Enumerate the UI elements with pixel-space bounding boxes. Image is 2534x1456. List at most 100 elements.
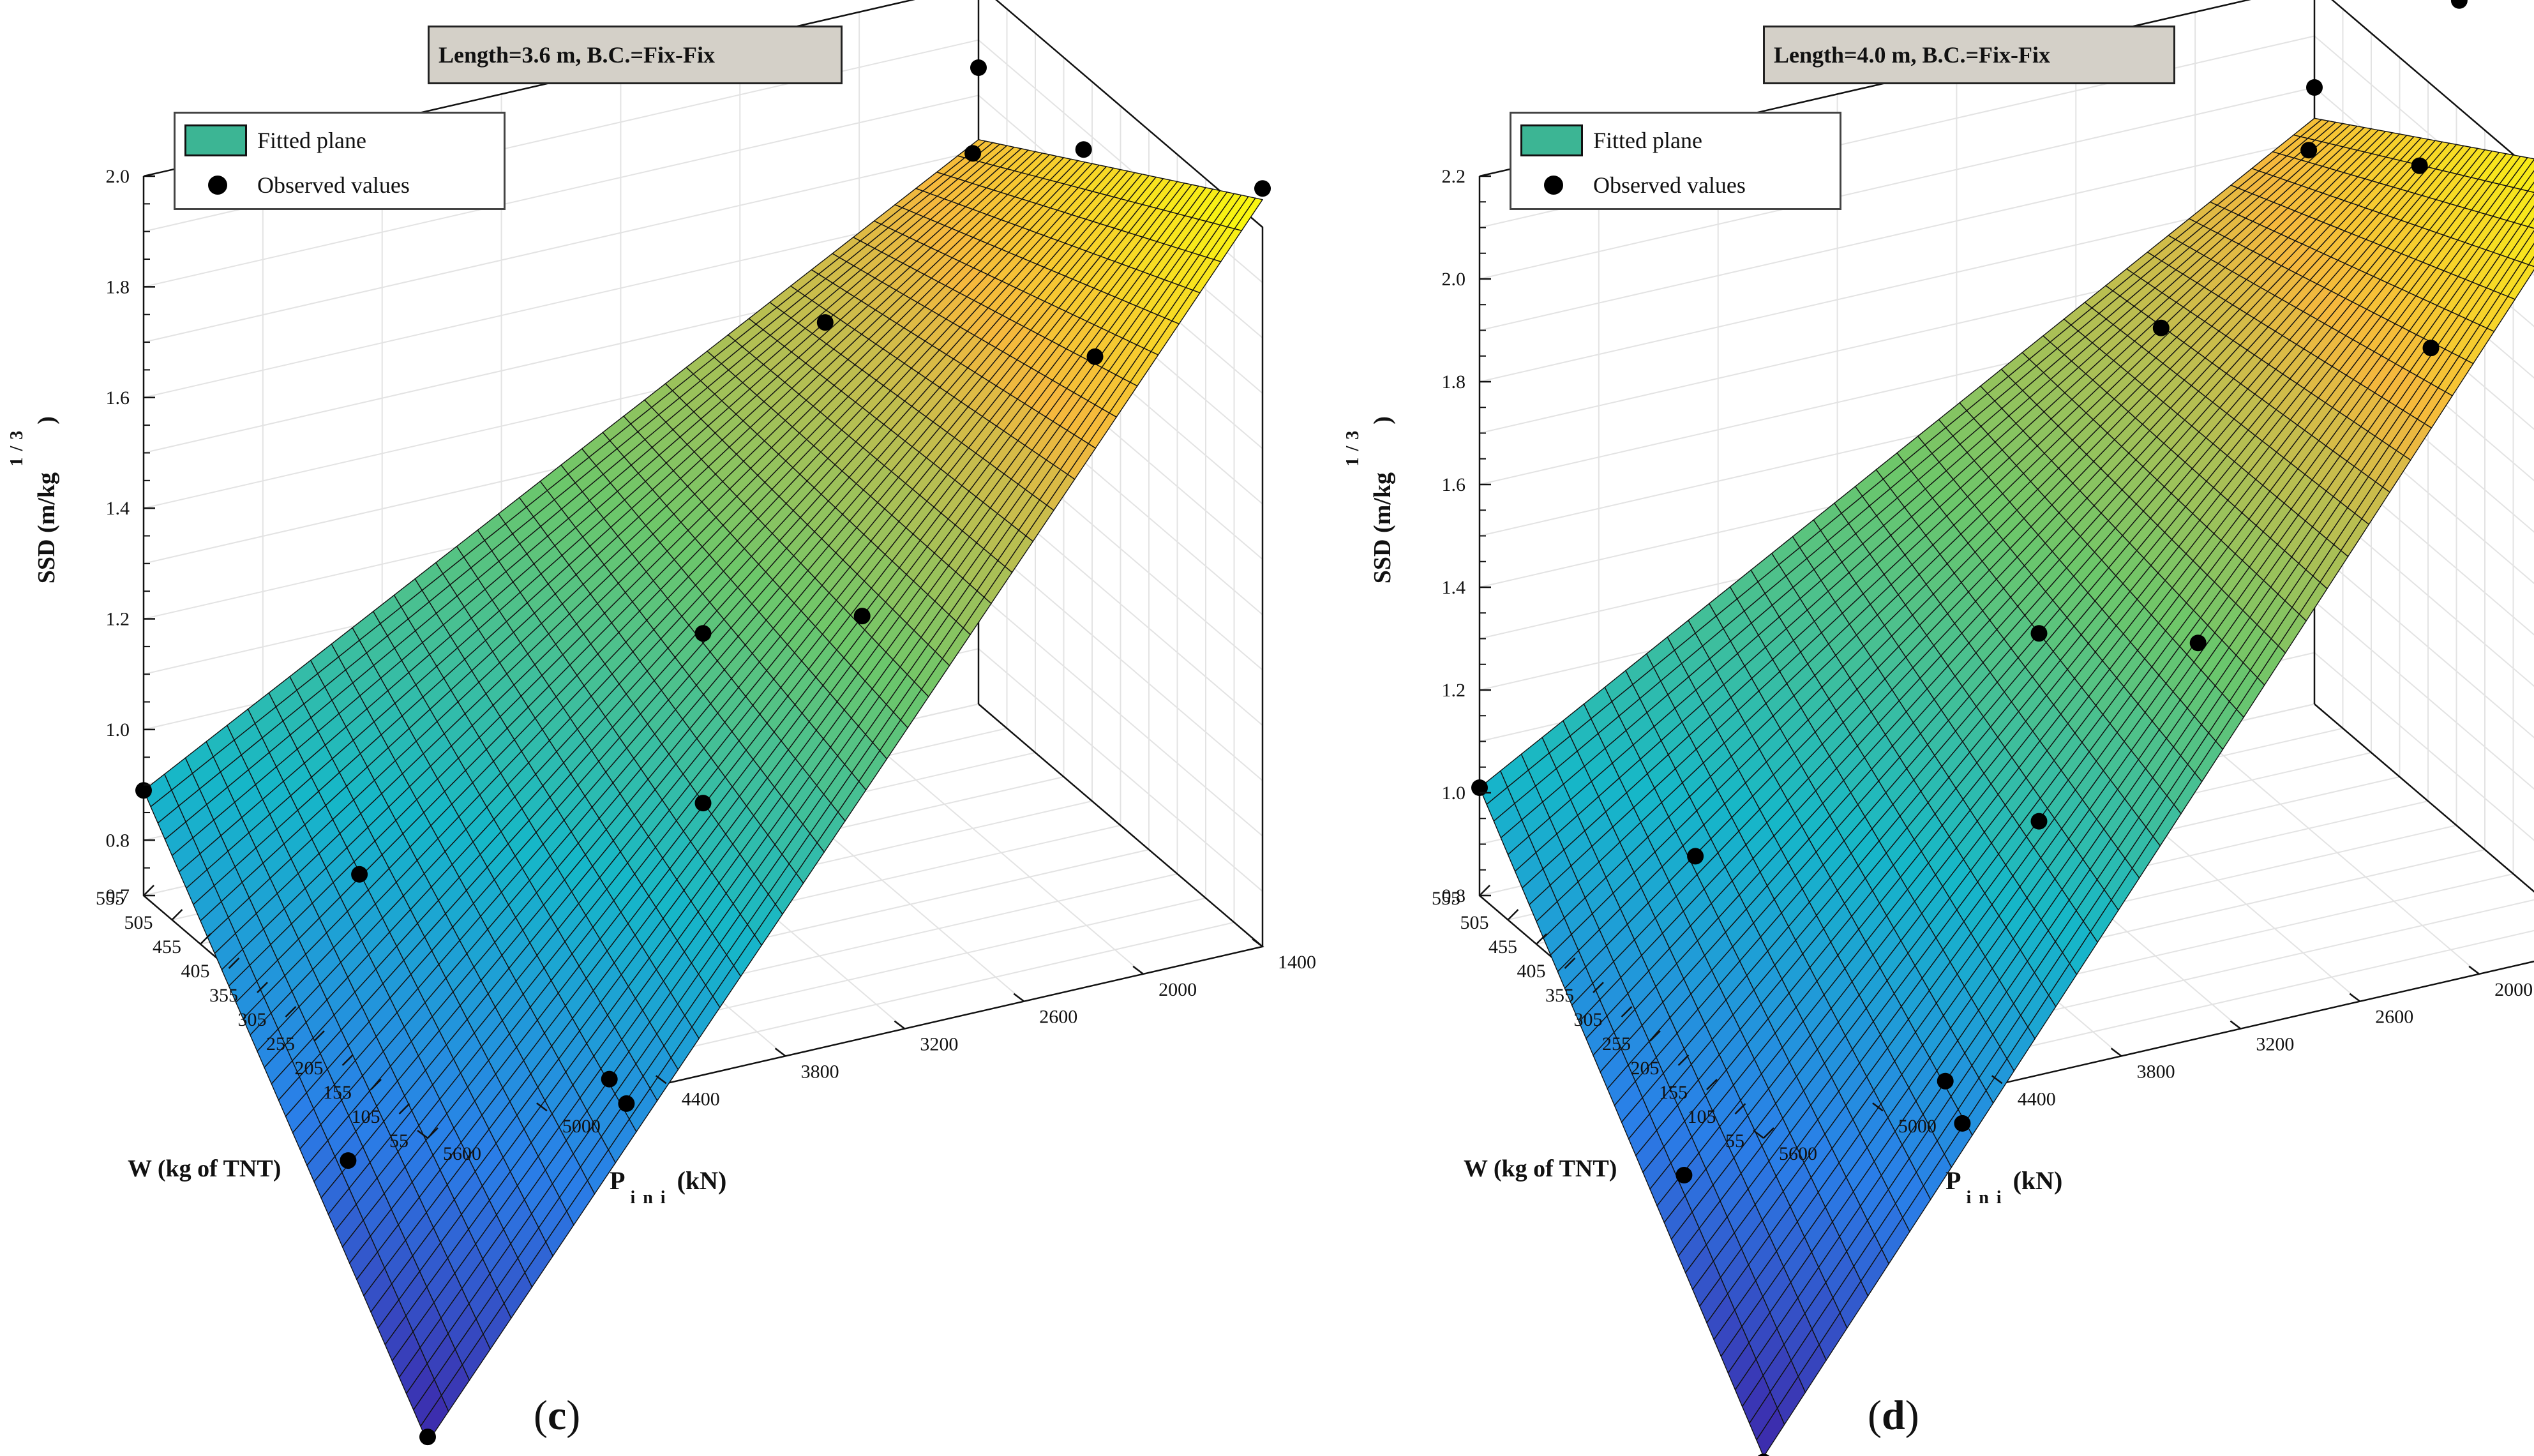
legend-fitted-plane: Fitted plane (176, 121, 504, 160)
z-tick-label: 2.0 (106, 166, 130, 187)
z-axis: 0.7 0.8 1.0 1.2 1.4 1.6 1.8 2.0 (106, 166, 155, 906)
p-axis-label-unit: (kN) (2013, 1166, 2063, 1195)
fitted-plane-swatch (184, 124, 247, 156)
w-tick-label: 505 (124, 912, 153, 933)
w-tick-label: 105 (1688, 1106, 1716, 1127)
w-tick-label: 155 (323, 1082, 352, 1103)
w-tick-label: 455 (1488, 936, 1517, 957)
observed-point (2422, 340, 2440, 357)
observed-point (1954, 1115, 1971, 1132)
p-tick-label: 2000 (1158, 979, 1197, 1000)
w-tick-label: 505 (1460, 912, 1489, 933)
observed-point (2152, 319, 2170, 336)
observed-point (1757, 1453, 1770, 1456)
observed-point (135, 782, 152, 799)
p-tick-label: 5600 (1779, 1143, 1817, 1164)
w-tick-label: 405 (181, 961, 210, 982)
w-tick-label: 305 (238, 1009, 267, 1030)
w-tick (427, 1127, 439, 1139)
legend-label-observed: Observed values (257, 172, 410, 198)
p-tick-label: 2600 (1039, 1007, 1077, 1028)
panel-d-legend: Fitted plane Observed values (1510, 112, 1841, 210)
w-tick (1536, 933, 1547, 945)
observed-points (1471, 0, 2468, 1456)
p-tick (1013, 993, 1025, 1002)
z-tick-label: 0.8 (1442, 885, 1466, 906)
p-tick (2230, 1020, 2242, 1030)
p-axis-label: Pini(kN) (1945, 1166, 2062, 1208)
observed-point (618, 1095, 635, 1112)
p-tick-label: 4400 (2018, 1088, 2056, 1109)
p-axis: 5600 5000 4400 3800 3200 2600 2000 1400 (417, 938, 1316, 1164)
observed-point (2411, 157, 2428, 174)
w-tick (285, 1006, 297, 1017)
w-tick-label: 455 (153, 936, 181, 957)
grid-line-p-floor (2194, 731, 2480, 975)
p-tick-label: 5000 (562, 1116, 601, 1137)
w-axis-label: W (kg of TNT) (128, 1155, 281, 1182)
w-tick (341, 1054, 354, 1066)
p-tick (1252, 938, 1263, 947)
observed-point (2450, 0, 2468, 9)
p-tick (1132, 965, 1144, 975)
w-tick-label: 305 (1574, 1009, 1603, 1030)
w-tick (1564, 957, 1576, 969)
observed-point (2300, 142, 2318, 159)
w-tick (313, 1030, 325, 1042)
grid-line-p-floor (2314, 703, 2534, 893)
fitted-plane-surface (1479, 117, 2534, 1456)
w-tick-label: 255 (1602, 1033, 1631, 1054)
w-tick-label: 105 (352, 1106, 380, 1127)
observed-point (1086, 348, 1104, 365)
z-axis-label-close: ) (33, 416, 60, 424)
fitted-plane-surface (143, 139, 1264, 1444)
z-tick-label: 1.4 (106, 498, 130, 519)
w-tick-label: 405 (1517, 961, 1546, 982)
observed-point (2030, 625, 2048, 642)
w-tick (1593, 982, 1604, 993)
p-axis-label-unit: (kN) (677, 1166, 727, 1195)
panel-d-title: Length=4.0 m, B.C.=Fix-Fix (1763, 26, 2175, 84)
w-tick (1706, 1079, 1718, 1090)
legend-fitted-plane: Fitted plane (1511, 121, 1840, 160)
p-tick (2468, 965, 2480, 975)
panel-c-title: Length=3.6 m, B.C.=Fix-Fix (428, 26, 843, 84)
p-tick (655, 1075, 667, 1084)
observed-marker-swatch (208, 176, 227, 195)
observed-point (964, 145, 982, 162)
legend-observed-values: Observed values (176, 166, 504, 204)
p-axis-label: Pini(kN) (610, 1166, 726, 1208)
w-axis-label: W (kg of TNT) (1464, 1155, 1617, 1182)
w-tick (1649, 1030, 1661, 1042)
z-tick-label: 1.8 (106, 276, 130, 297)
w-tick-label: 55 (1725, 1130, 1744, 1152)
w-tick (370, 1079, 382, 1090)
observed-point (1687, 848, 1704, 865)
observed-point (2306, 79, 2323, 96)
panel-c-legend: Fitted plane Observed values (174, 112, 506, 210)
w-tick-label: 355 (1545, 985, 1574, 1006)
observed-point (694, 625, 712, 642)
z-tick-label: 1.2 (106, 609, 130, 630)
p-axis-label-main: P (610, 1166, 625, 1195)
p-tick-label: 3800 (801, 1061, 839, 1082)
w-tick-label: 205 (295, 1058, 324, 1079)
observed-point (351, 866, 368, 883)
z-tick-label: 1.8 (1442, 372, 1466, 393)
observed-point (419, 1429, 436, 1446)
observed-point (1471, 779, 1488, 796)
observed-point (1676, 1167, 1693, 1183)
z-tick-label: 2.0 (1442, 269, 1466, 290)
panel-c-label: (c) (534, 1392, 581, 1439)
w-tick-label: 255 (266, 1033, 295, 1054)
w-tick (1621, 1006, 1633, 1017)
p-tick-label: 3200 (2256, 1034, 2294, 1055)
p-tick (536, 1102, 548, 1112)
observed-marker-swatch (1544, 176, 1563, 195)
p-tick (417, 1130, 428, 1139)
w-tick (1734, 1103, 1746, 1115)
p-tick-label: 2600 (2375, 1007, 2413, 1028)
observed-point (970, 59, 987, 76)
z-axis-label: SSD (m/kg 1/3) (7, 416, 60, 583)
